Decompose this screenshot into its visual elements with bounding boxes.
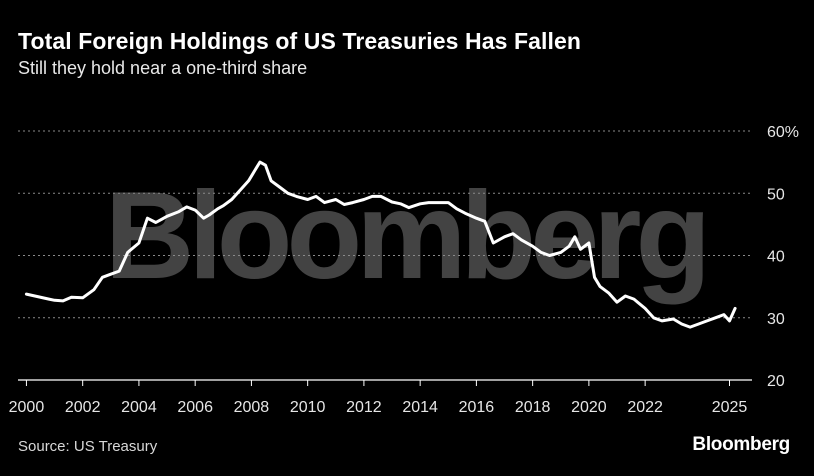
bloomberg-watermark: Bloomberg	[105, 167, 705, 305]
y-tick-labels: 20 30 40 50 60%	[767, 124, 799, 390]
y-tick-label-30: 30	[767, 311, 785, 328]
x-tick-label-2008: 2008	[234, 399, 270, 416]
x-tick-label-2002: 2002	[65, 399, 101, 416]
x-tick-label-2018: 2018	[515, 399, 551, 416]
x-tick-label-2012: 2012	[346, 399, 382, 416]
x-tick-label-2004: 2004	[121, 399, 157, 416]
x-tick-label-2020: 2020	[571, 399, 607, 416]
y-tick-label-40: 40	[767, 249, 785, 266]
foreign-holdings-share-line	[24, 160, 737, 329]
bloomberg-logo: Bloomberg	[692, 434, 790, 455]
source-note: Source: US Treasury	[18, 438, 158, 455]
chart-title: Total Foreign Holdings of US Treasuries …	[18, 28, 582, 54]
x-tick-label-2016: 2016	[459, 399, 495, 416]
grid-lines	[18, 130, 752, 319]
x-tick-labels: 2000 2002 2004 2006 2008 2010 2012 2014 2016 2018…	[9, 399, 748, 416]
x-axis	[18, 379, 752, 386]
x-tick-label-2000: 2000	[9, 399, 45, 416]
y-tick-label-50: 50	[767, 186, 785, 203]
x-tick-label-2022: 2022	[627, 399, 663, 416]
x-tick-label-2010: 2010	[290, 399, 326, 416]
chart-subtitle: Still they hold near a one-third share	[18, 58, 308, 78]
x-tick-label-2025: 2025	[712, 399, 748, 416]
x-tick-label-2014: 2014	[402, 399, 438, 416]
y-tick-label-60: 60%	[767, 124, 799, 141]
y-tick-label-20: 20	[767, 373, 785, 390]
x-tick-label-2006: 2006	[177, 399, 213, 416]
